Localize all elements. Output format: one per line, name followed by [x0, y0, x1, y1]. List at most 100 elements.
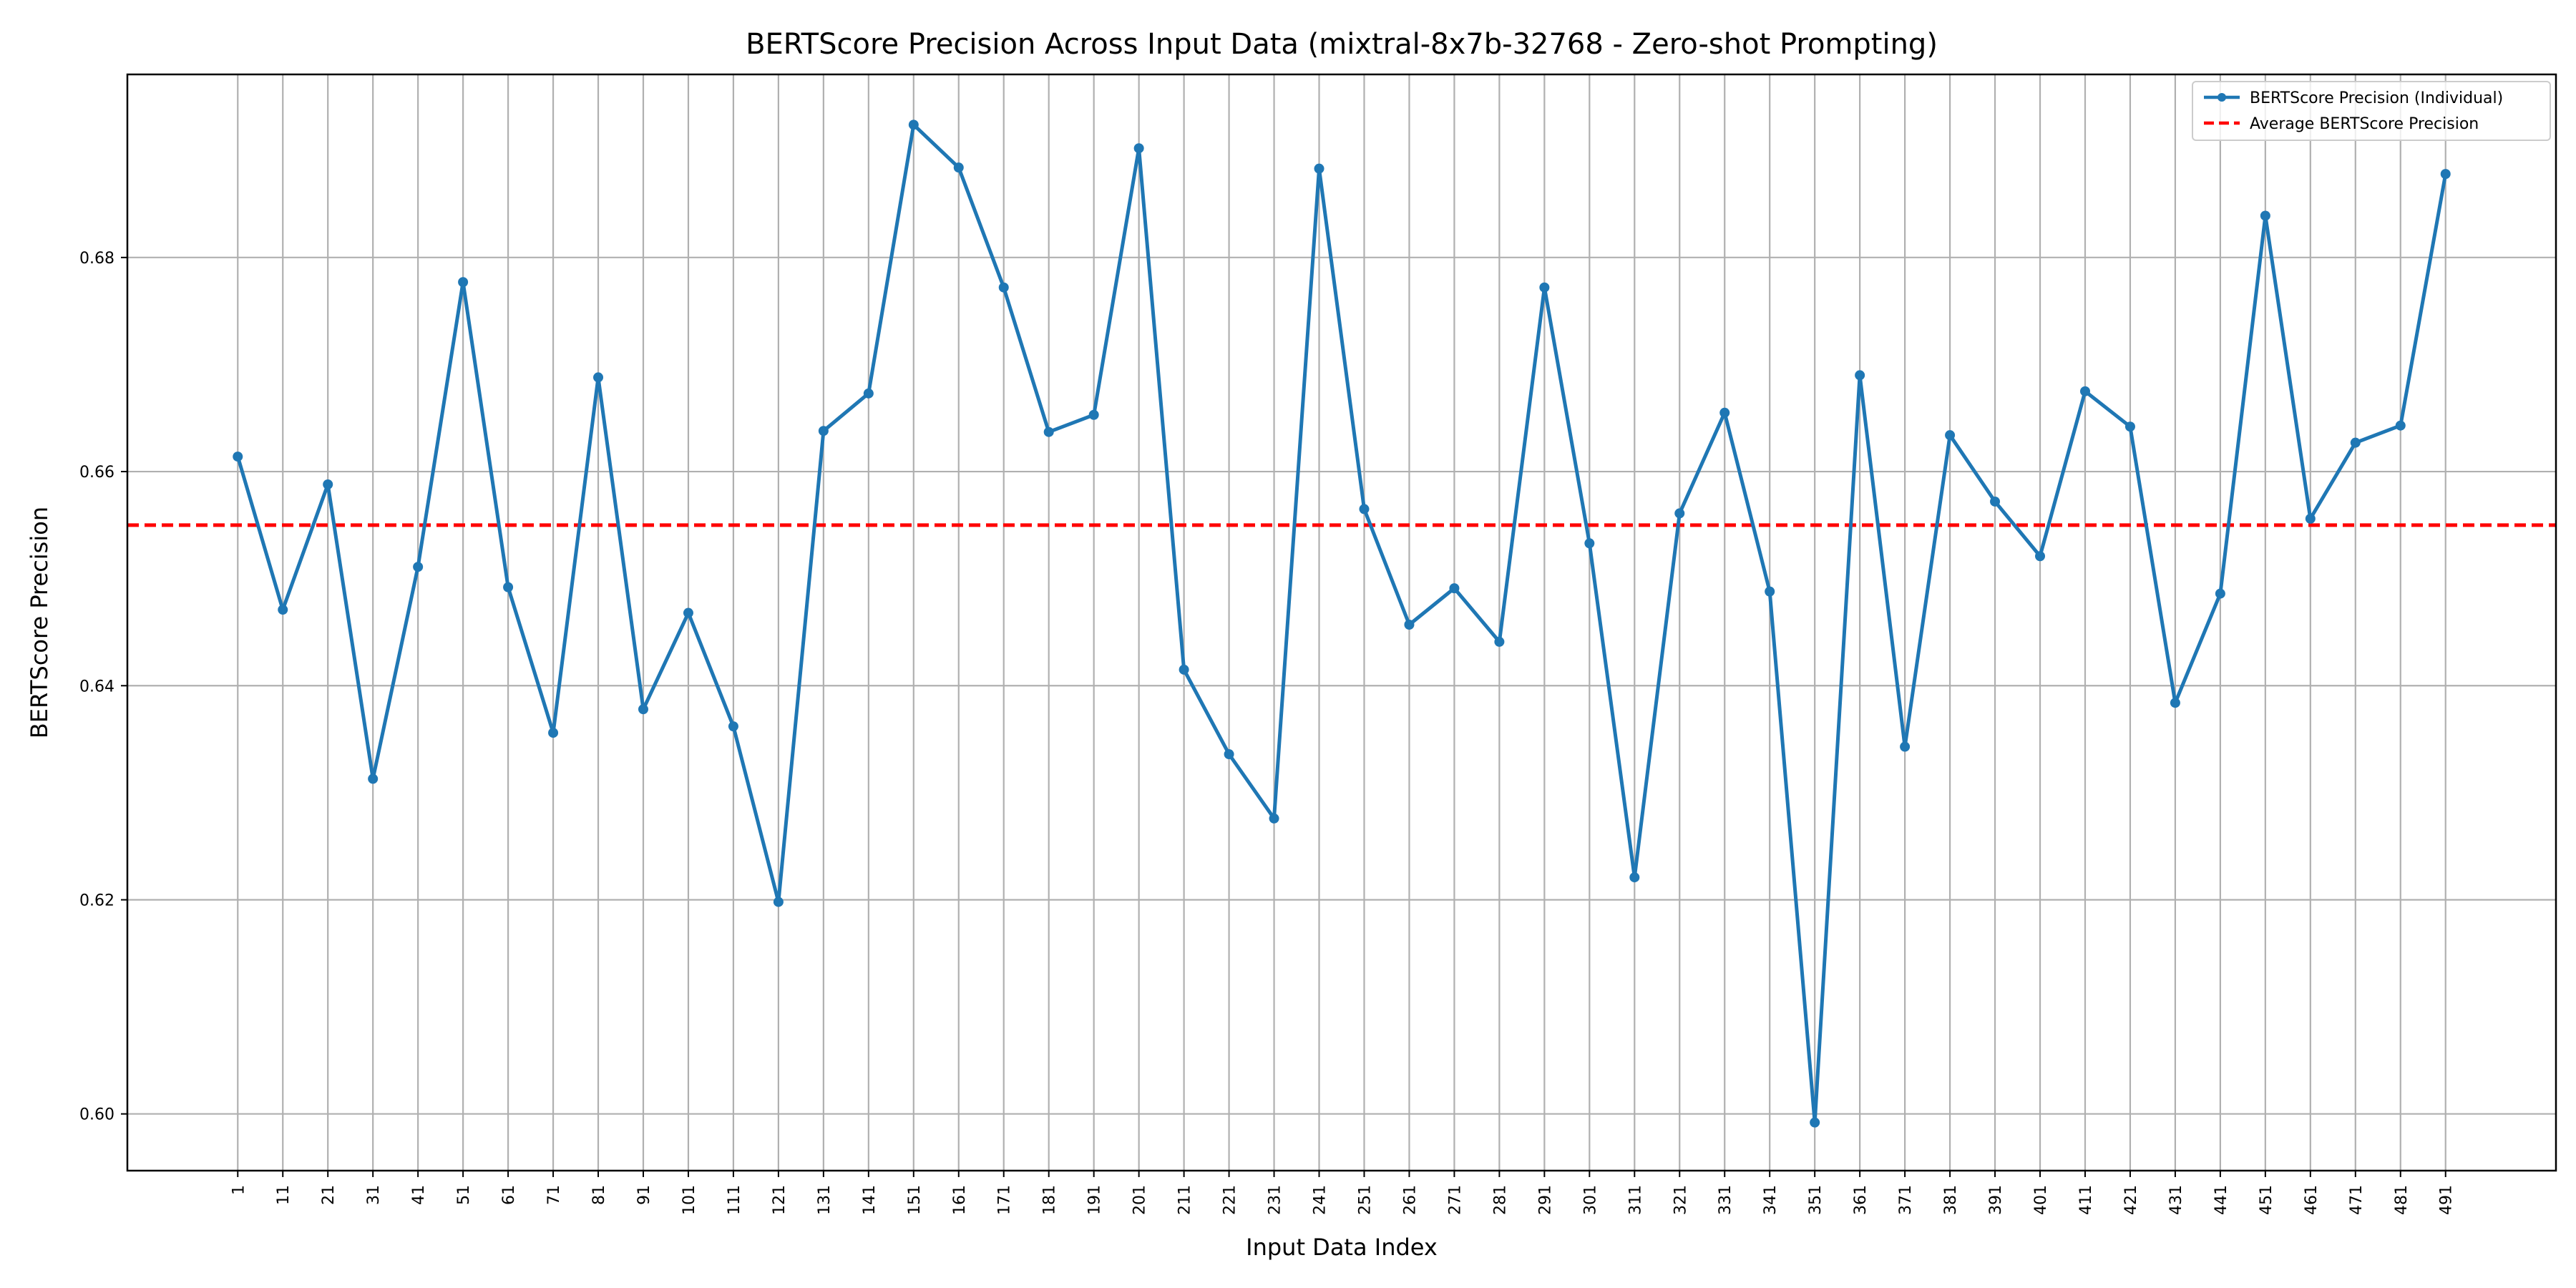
x-tick-label: 61: [500, 1185, 518, 1205]
x-tick-label: 341: [1762, 1185, 1780, 1215]
x-tick-label: 1: [230, 1185, 248, 1195]
x-tick-label: 151: [906, 1185, 924, 1215]
x-tick-label: 431: [2167, 1185, 2185, 1215]
data-point: [908, 119, 919, 130]
data-point: [1719, 407, 1730, 418]
data-point: [368, 774, 379, 784]
x-tick-label: 131: [816, 1185, 834, 1215]
data-point: [278, 605, 288, 615]
data-point: [2035, 551, 2046, 562]
data-point: [233, 452, 243, 462]
x-tick-label: 321: [1672, 1185, 1689, 1215]
data-point: [1584, 538, 1595, 549]
y-tick-label: 0.60: [79, 1106, 114, 1124]
x-tick-label: 371: [1897, 1185, 1915, 1215]
x-tick-label: 271: [1446, 1185, 1464, 1215]
data-point: [1314, 163, 1324, 174]
data-point: [458, 277, 469, 288]
data-point: [2440, 169, 2451, 180]
data-point: [1179, 664, 1189, 675]
x-tick-label: 291: [1536, 1185, 1554, 1215]
legend-label-individual: BERTScore Precision (Individual): [2250, 89, 2503, 107]
x-tick-label: 181: [1041, 1185, 1059, 1215]
x-tick-label: 231: [1267, 1185, 1284, 1215]
data-point: [2260, 210, 2270, 221]
x-tick-label: 451: [2258, 1185, 2275, 1215]
data-point: [683, 608, 693, 618]
x-tick-label: 441: [2212, 1185, 2230, 1215]
data-point: [2350, 437, 2361, 448]
data-point: [1043, 426, 1054, 437]
data-point: [2395, 420, 2406, 431]
data-point: [2124, 421, 2135, 432]
data-point: [1224, 749, 1234, 760]
data-point: [2079, 386, 2090, 396]
x-tick-label: 471: [2348, 1185, 2366, 1215]
x-tick-label: 401: [2032, 1185, 2050, 1215]
data-point: [773, 897, 784, 907]
legend-box: [2192, 81, 2551, 141]
data-point: [413, 562, 424, 572]
x-tick-label: 191: [1086, 1185, 1104, 1215]
data-point: [1404, 619, 1415, 630]
x-tick-label: 91: [635, 1185, 653, 1205]
x-tick-label: 11: [275, 1185, 293, 1205]
data-point: [1945, 430, 1956, 441]
x-tick-label: 211: [1176, 1185, 1194, 1215]
data-point: [1765, 586, 1775, 597]
x-tick-label: 301: [1581, 1185, 1599, 1215]
x-tick-label: 121: [771, 1185, 789, 1215]
x-tick-label: 491: [2438, 1185, 2456, 1215]
x-tick-label: 331: [1717, 1185, 1735, 1215]
x-tick-label: 71: [545, 1185, 563, 1205]
data-point: [1990, 496, 2001, 507]
x-tick-layer: 1 11 21 31 41 51 61 71 81 91 101 111 121 131 141 151 161…: [230, 1171, 2456, 1215]
data-point: [1674, 508, 1685, 519]
data-point: [818, 426, 829, 436]
data-point: [2170, 698, 2180, 708]
x-tick-label: 251: [1356, 1185, 1374, 1215]
x-tick-label: 481: [2393, 1185, 2411, 1215]
series-layer: [233, 119, 2451, 1128]
x-tick-label: 311: [1626, 1185, 1644, 1215]
data-point: [1494, 636, 1505, 647]
y-axis-label: BERTScore Precision: [26, 507, 53, 738]
x-axis-label: Input Data Index: [1246, 1234, 1438, 1261]
data-point: [728, 721, 738, 732]
x-tick-label: 141: [861, 1185, 879, 1215]
grid-layer: [127, 74, 2556, 1171]
data-point: [638, 704, 648, 715]
plot-frame: [126, 73, 2557, 1172]
x-tick-label: 51: [455, 1185, 473, 1205]
x-tick-label: 241: [1312, 1185, 1330, 1215]
x-tick-label: 381: [1942, 1185, 1960, 1215]
x-tick-label: 171: [996, 1185, 1014, 1215]
data-point: [953, 162, 964, 173]
x-tick-label: 411: [2077, 1185, 2095, 1215]
legend-label-average: Average BERTScore Precision: [2250, 115, 2479, 133]
x-tick-label: 41: [410, 1185, 428, 1205]
x-tick-label: 421: [2122, 1185, 2140, 1215]
data-point: [1269, 813, 1279, 824]
data-point: [2305, 513, 2316, 524]
x-tick-label: 201: [1131, 1185, 1149, 1215]
legend-marker-individual: [2218, 93, 2226, 102]
data-point: [503, 582, 514, 592]
series-line-individual: [235, 122, 2448, 1125]
x-tick-label: 391: [1987, 1185, 2005, 1215]
x-tick-label: 111: [726, 1185, 743, 1215]
data-point: [998, 282, 1009, 293]
x-tick-label: 21: [320, 1185, 338, 1205]
data-point: [1810, 1117, 1820, 1128]
data-point: [1133, 143, 1144, 154]
y-tick-label: 0.62: [79, 892, 114, 909]
x-tick-label: 351: [1807, 1185, 1825, 1215]
data-point: [548, 728, 559, 738]
y-tick-label: 0.64: [79, 678, 114, 696]
data-point: [1855, 370, 1865, 381]
chart-title: BERTScore Precision Across Input Data (m…: [746, 28, 1938, 61]
legend: BERTScore Precision (Individual) Average…: [2192, 81, 2551, 141]
data-point: [1900, 741, 1911, 752]
data-point: [1629, 872, 1640, 883]
